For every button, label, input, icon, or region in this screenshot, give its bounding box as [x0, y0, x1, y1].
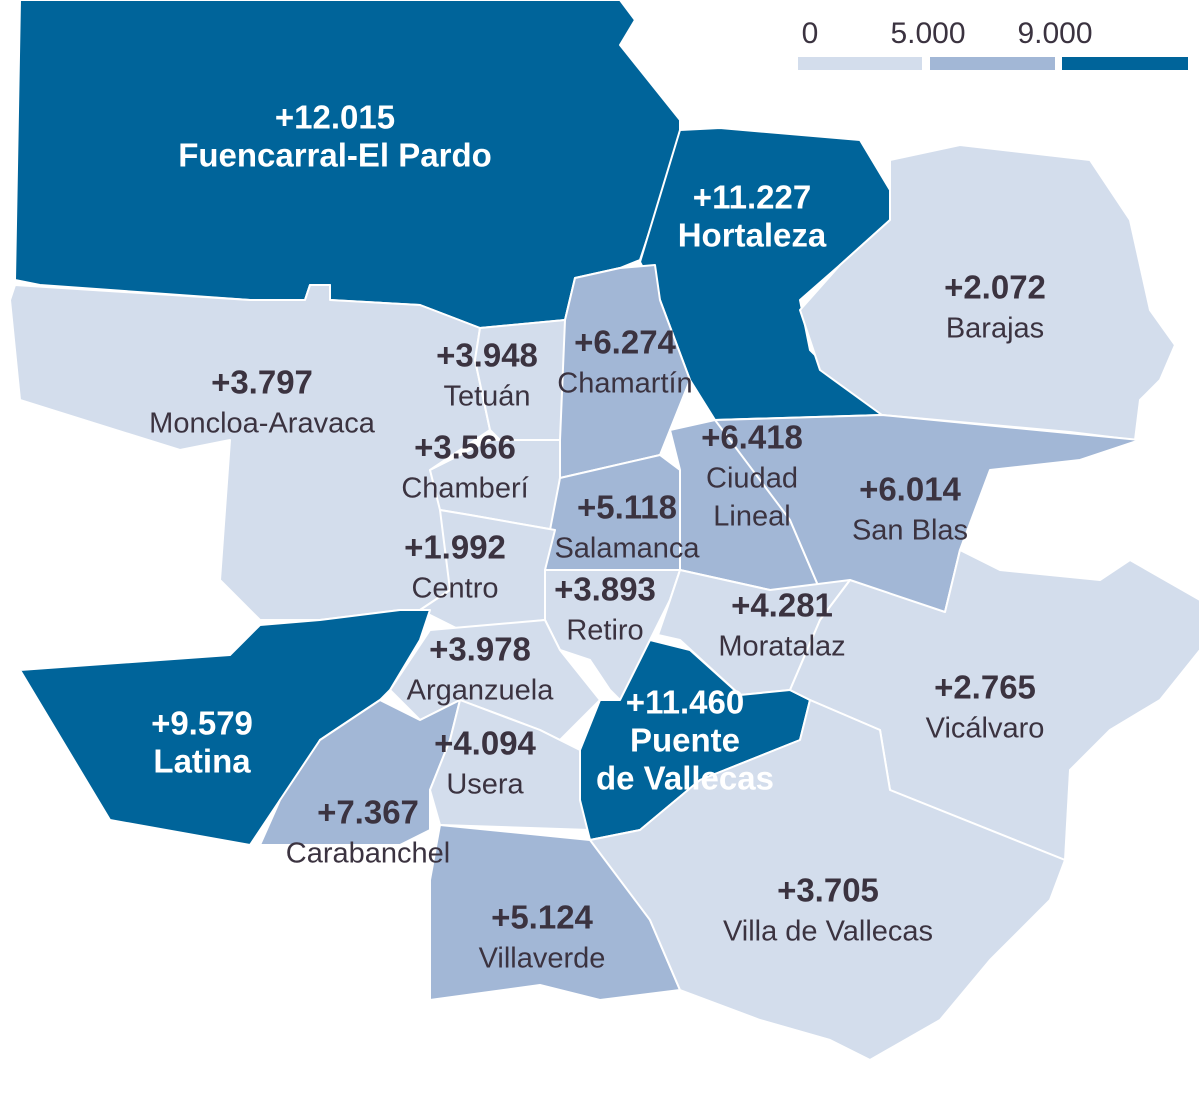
district-name: Latina: [153, 743, 251, 780]
district-value: +3.797: [211, 364, 313, 401]
district-name: Barajas: [946, 313, 1044, 345]
district-value: +3.566: [414, 429, 516, 466]
district-value: +5.118: [577, 489, 677, 526]
district: [19, 609, 431, 846]
district-name: Villaverde: [479, 943, 606, 975]
district-name: Retiro: [566, 615, 643, 647]
district-name: Vicálvaro: [926, 713, 1045, 745]
district-value: +6.418: [701, 419, 803, 456]
district-name: Salamanca: [554, 533, 700, 565]
district-value: +12.015: [275, 99, 395, 136]
legend-tick-label: 5.000: [890, 17, 965, 50]
legend-swatch: [930, 57, 1055, 70]
legend-swatch: [1062, 57, 1188, 70]
district-value: +2.072: [944, 269, 1046, 306]
district-value: +5.124: [491, 899, 593, 936]
district: [789, 549, 1200, 861]
district: [799, 144, 1176, 441]
district-name: de Vallecas: [596, 760, 774, 797]
district-name: Lineal: [713, 501, 790, 533]
district-name: Arganzuela: [407, 675, 555, 707]
district-value: +3.893: [554, 571, 656, 608]
legend-tick-label: 9.000: [1017, 17, 1092, 50]
district-value: +7.367: [317, 794, 419, 831]
district-value: +2.765: [934, 669, 1036, 706]
legend-swatch: [798, 57, 922, 70]
district-value: +3.978: [429, 631, 531, 668]
district-name: San Blas: [852, 515, 968, 547]
district-name: Centro: [411, 573, 498, 605]
district-name: Moncloa-Aravaca: [149, 408, 376, 440]
district-name: Carabanchel: [286, 838, 450, 870]
legend: 0 5.000 9.000: [798, 17, 1188, 70]
district-name: Ciudad: [706, 463, 798, 495]
district-value: +3.948: [436, 337, 538, 374]
district-value: +11.227: [693, 179, 811, 216]
districts: [0, 0, 1200, 1061]
district-name: Usera: [446, 769, 524, 801]
legend-tick-label: 0: [802, 17, 819, 50]
district-name: Villa de Vallecas: [723, 916, 933, 948]
district-value: +4.281: [731, 587, 833, 624]
district-name: Fuencarral-El Pardo: [178, 137, 492, 174]
district-value: +6.274: [574, 324, 676, 361]
district-name: Hortaleza: [678, 217, 827, 254]
district-name: Chamartín: [557, 368, 692, 400]
district-value: +4.094: [434, 725, 536, 762]
district-value: +1.992: [404, 529, 506, 566]
district: [589, 699, 1066, 1061]
district-name: Tetuán: [443, 381, 530, 413]
district-value: +3.705: [777, 872, 879, 909]
district-value: +6.014: [859, 471, 961, 508]
district-name: Moratalaz: [718, 631, 845, 663]
district: [259, 699, 461, 846]
district-name: Chamberí: [401, 473, 528, 505]
district-value: +9.579: [151, 705, 253, 742]
district-name: Puente: [630, 722, 740, 759]
district-value: +11.460: [626, 684, 744, 721]
